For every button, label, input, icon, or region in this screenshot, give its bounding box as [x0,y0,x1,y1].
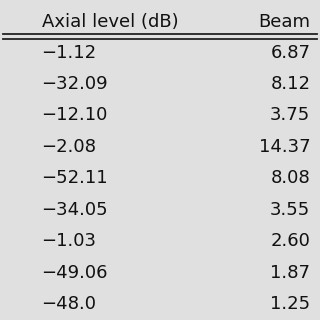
Text: −1.12: −1.12 [42,44,97,61]
Text: −2.08: −2.08 [42,138,97,156]
Text: 1.25: 1.25 [270,295,310,313]
Text: −12.10: −12.10 [42,107,108,124]
Text: Beam: Beam [259,13,310,31]
Text: 6.87: 6.87 [270,44,310,61]
Text: −48.0: −48.0 [42,295,97,313]
Text: 8.12: 8.12 [270,75,310,93]
Text: 3.75: 3.75 [270,107,310,124]
Text: 8.08: 8.08 [271,169,310,188]
Text: −34.05: −34.05 [42,201,108,219]
Text: 2.60: 2.60 [270,232,310,250]
Text: −52.11: −52.11 [42,169,108,188]
Text: Axial level (dB): Axial level (dB) [42,13,178,31]
Text: 3.55: 3.55 [270,201,310,219]
Text: 1.87: 1.87 [270,264,310,282]
Text: 14.37: 14.37 [259,138,310,156]
Text: −1.03: −1.03 [42,232,97,250]
Text: −49.06: −49.06 [42,264,108,282]
Text: −32.09: −32.09 [42,75,108,93]
